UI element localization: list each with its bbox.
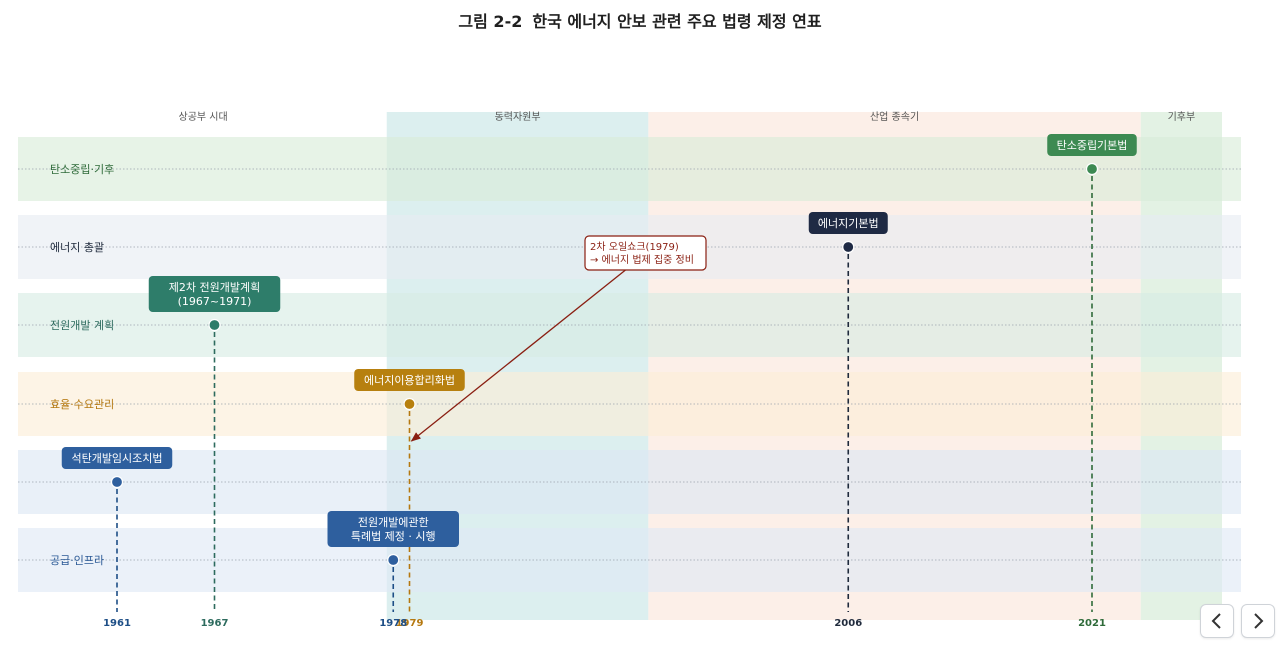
event-label-box <box>61 447 173 469</box>
era-label: 상공부 시대 <box>179 111 228 123</box>
chevron-left-icon <box>1211 613 1221 629</box>
era-label: 산업 종속기 <box>870 110 919 123</box>
year-label: 1967 <box>201 618 229 629</box>
year-label: 1978 <box>379 618 407 629</box>
event-marker <box>208 318 221 332</box>
annotation-text: 2차 오일쇼크(1979) <box>590 241 679 253</box>
lane-label: 효율·수요관리 <box>50 398 114 411</box>
annotation-text: → 에너지 법제 집중 정비 <box>590 254 694 266</box>
era-label: 동력자원부 <box>495 111 541 123</box>
event-label: (1967~1971) <box>178 295 252 308</box>
event-label-box <box>327 511 459 547</box>
event-marker <box>403 397 416 411</box>
lane-label: 탄소중립·기후 <box>50 163 114 176</box>
event-marker <box>842 240 855 254</box>
annotation-arrow <box>410 267 629 442</box>
figure-number: 그림 2-2 <box>458 12 523 31</box>
lane-label: 공급·인프라 <box>50 554 104 567</box>
event-label-box <box>1047 134 1137 156</box>
event-marker <box>110 475 124 489</box>
event-label: 석탄개발임시조치법 <box>71 452 162 465</box>
chevron-right-icon <box>1254 613 1264 629</box>
event-label: 탄소중립기본법 <box>1057 139 1128 152</box>
event-label: 특례법 제정 · 시행 <box>351 530 436 543</box>
year-label: 1961 <box>103 618 131 629</box>
annotation-box <box>584 235 707 271</box>
year-label: 2006 <box>834 618 862 629</box>
era-label: 기후부 <box>1168 111 1196 123</box>
event-label-box <box>808 212 888 234</box>
lane-label: 에너지 총괄 <box>50 241 104 254</box>
event-label-box <box>148 276 281 312</box>
event-marker <box>387 553 400 567</box>
figure-title-text: 한국 에너지 안보 관련 주요 법령 제정 연표 <box>532 12 822 31</box>
lane-label: 전원개발 계획 <box>50 319 114 332</box>
event-label: 전원개발에관한 <box>358 516 429 529</box>
event-marker <box>1085 162 1099 176</box>
next-button[interactable] <box>1241 604 1275 638</box>
year-label: 2021 <box>1078 618 1106 629</box>
event-label: 에너지이용합리화법 <box>364 374 455 387</box>
figure-title: 그림 2-2 한국 에너지 안보 관련 주요 법령 제정 연표 <box>0 8 1280 32</box>
event-label-box <box>354 369 465 391</box>
event-label: 에너지기본법 <box>818 217 879 230</box>
prev-button[interactable] <box>1200 604 1234 638</box>
event-label: 제2차 전원개발계획 <box>169 281 260 294</box>
year-label: 1979 <box>396 618 424 629</box>
